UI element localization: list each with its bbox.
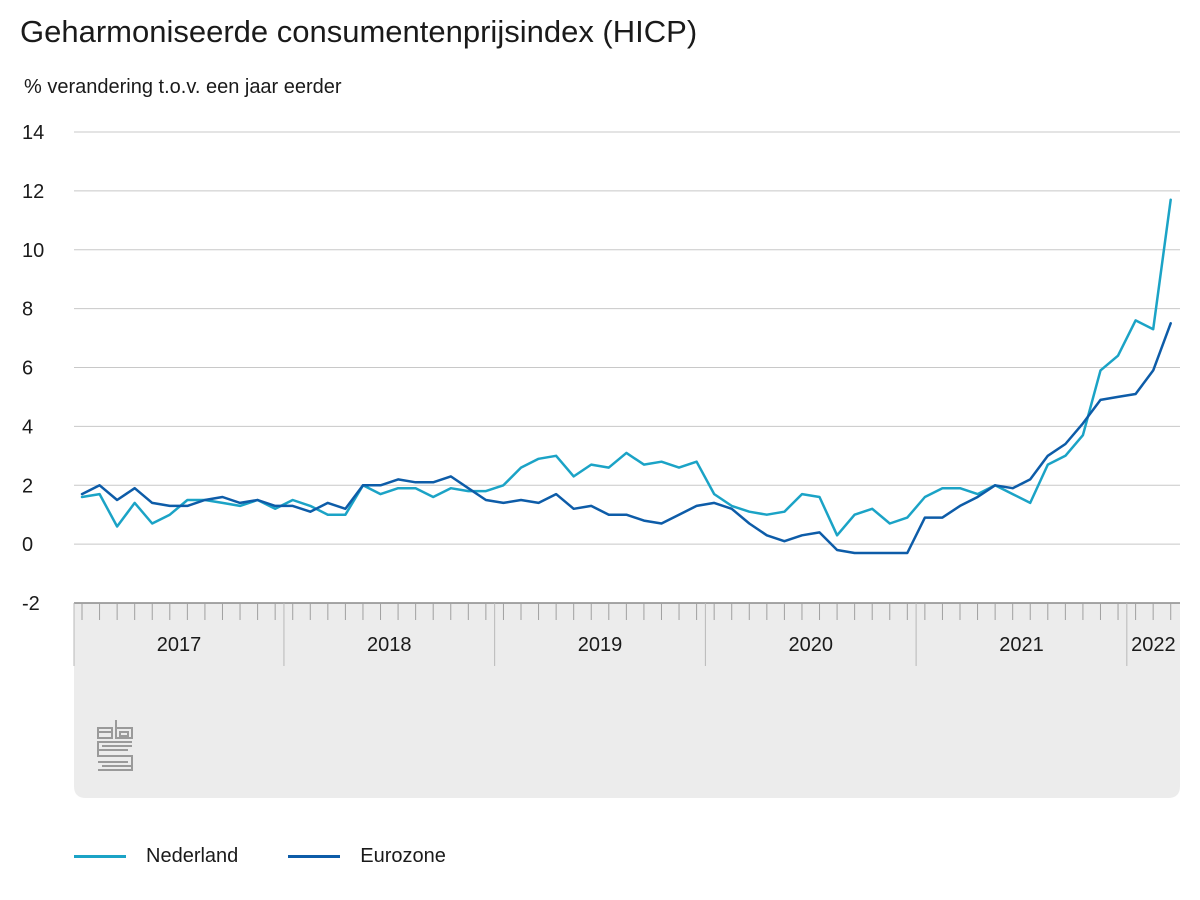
legend-item-nederland: Nederland — [74, 845, 238, 868]
y-tick-label: 6 — [22, 358, 33, 380]
y-tick-label: 0 — [22, 534, 33, 556]
y-tick-label: 4 — [22, 416, 33, 438]
logo-c-shape — [97, 727, 113, 739]
logo-s-shape — [97, 741, 133, 771]
y-tick-label: 10 — [22, 240, 44, 262]
y-tick-label: -2 — [22, 593, 40, 615]
x-year-label: 2021 — [999, 634, 1044, 656]
y-tick-label: 12 — [22, 181, 44, 203]
x-year-label: 2017 — [157, 634, 202, 656]
line-chart: -2 0 2 4 6 8 10 12 14 2017 2018 2019 2020 2021 2022 — [22, 122, 1180, 798]
legend-label-eurozone: Eurozone — [360, 845, 446, 867]
legend-swatch-eurozone — [288, 855, 341, 858]
y-tick-label: 8 — [22, 299, 33, 321]
chart-legend: Nederland Eurozone — [74, 845, 496, 868]
legend-swatch-nederland — [74, 855, 126, 858]
y-axis-unit-label: % verandering t.o.v. een jaar eerder — [24, 76, 342, 98]
x-year-label: 2022 — [1131, 634, 1176, 656]
legend-item-eurozone: Eurozone — [288, 845, 446, 868]
y-tick-label: 14 — [22, 122, 44, 144]
legend-label-nederland: Nederland — [146, 845, 239, 867]
chart-title: Geharmoniseerde consumentenprijsindex (H… — [20, 14, 698, 49]
x-year-label: 2020 — [788, 634, 833, 656]
x-axis-band — [74, 603, 1180, 798]
series-line-eurozone — [80, 322, 1172, 555]
cbs-logo-icon — [97, 720, 133, 771]
logo-b-shape — [115, 720, 133, 739]
x-year-label: 2019 — [578, 634, 623, 656]
y-tick-label: 2 — [22, 475, 33, 497]
x-year-label: 2018 — [367, 634, 412, 656]
